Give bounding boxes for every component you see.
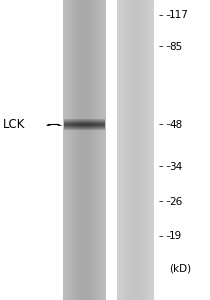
Bar: [125, 0, 126, 300]
Text: 19: 19: [169, 231, 182, 241]
Bar: [88, 0, 89, 300]
Bar: [98, 0, 99, 300]
Text: – –: – –: [159, 120, 171, 129]
Text: – –: – –: [159, 11, 171, 20]
Bar: [90, 0, 91, 300]
Bar: [71, 0, 72, 300]
Bar: [76, 0, 77, 300]
Bar: [119, 0, 120, 300]
Bar: [136, 0, 137, 300]
Bar: [118, 0, 119, 300]
Bar: [79, 0, 80, 300]
Text: – –: – –: [159, 232, 171, 241]
Bar: [101, 0, 102, 300]
Bar: [143, 0, 144, 300]
Bar: [96, 0, 97, 300]
Bar: [147, 0, 148, 300]
Bar: [63, 0, 64, 300]
Bar: [87, 0, 88, 300]
Text: 26: 26: [169, 196, 182, 207]
Bar: [93, 0, 94, 300]
Text: 48: 48: [169, 119, 182, 130]
Text: LCK: LCK: [3, 118, 26, 131]
Bar: [89, 0, 90, 300]
Text: 117: 117: [169, 10, 189, 20]
Bar: [141, 0, 142, 300]
Bar: [67, 0, 68, 300]
Text: – –: – –: [159, 42, 171, 51]
Bar: [97, 0, 98, 300]
Text: –  –: – –: [46, 119, 62, 130]
Bar: [134, 0, 135, 300]
Bar: [74, 0, 75, 300]
Bar: [146, 0, 147, 300]
Text: (kD): (kD): [169, 263, 191, 274]
Bar: [66, 0, 67, 300]
Bar: [122, 0, 123, 300]
Bar: [123, 0, 124, 300]
Bar: [83, 0, 84, 300]
Bar: [68, 0, 69, 300]
Bar: [92, 0, 93, 300]
Bar: [91, 0, 92, 300]
Bar: [106, 0, 117, 300]
Bar: [153, 0, 154, 300]
Bar: [70, 0, 71, 300]
Bar: [80, 0, 81, 300]
Bar: [151, 0, 152, 300]
Bar: [130, 0, 131, 300]
Bar: [131, 0, 132, 300]
Bar: [75, 0, 76, 300]
Bar: [85, 0, 86, 300]
Bar: [82, 0, 83, 300]
Bar: [72, 0, 73, 300]
Bar: [124, 0, 125, 300]
Bar: [104, 0, 105, 300]
Bar: [142, 0, 143, 300]
Bar: [135, 0, 136, 300]
Bar: [129, 0, 130, 300]
Text: – –: – –: [159, 197, 171, 206]
Bar: [103, 0, 104, 300]
Bar: [139, 0, 140, 300]
Bar: [144, 0, 145, 300]
Bar: [126, 0, 127, 300]
Bar: [145, 0, 146, 300]
Bar: [149, 0, 150, 300]
Bar: [132, 0, 133, 300]
Bar: [121, 0, 122, 300]
Bar: [99, 0, 100, 300]
Bar: [138, 0, 139, 300]
Text: 34: 34: [169, 161, 182, 172]
Bar: [152, 0, 153, 300]
Bar: [120, 0, 121, 300]
Text: – –: – –: [159, 162, 171, 171]
Bar: [78, 0, 79, 300]
Bar: [64, 0, 65, 300]
Bar: [128, 0, 129, 300]
Bar: [86, 0, 87, 300]
Bar: [150, 0, 151, 300]
Text: 85: 85: [169, 41, 182, 52]
Bar: [133, 0, 134, 300]
Bar: [137, 0, 138, 300]
Bar: [148, 0, 149, 300]
Bar: [95, 0, 96, 300]
Bar: [102, 0, 103, 300]
Bar: [69, 0, 70, 300]
Bar: [100, 0, 101, 300]
Bar: [127, 0, 128, 300]
Bar: [140, 0, 141, 300]
Bar: [65, 0, 66, 300]
Bar: [94, 0, 95, 300]
Bar: [105, 0, 106, 300]
Bar: [77, 0, 78, 300]
Bar: [81, 0, 82, 300]
Bar: [84, 0, 85, 300]
Bar: [117, 0, 118, 300]
